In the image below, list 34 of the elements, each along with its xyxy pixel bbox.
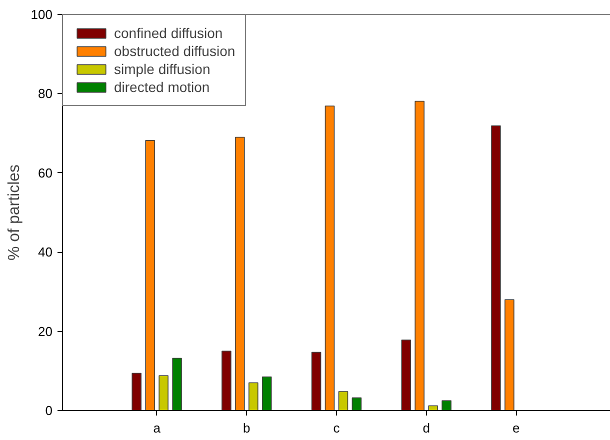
bar <box>442 400 452 410</box>
bar <box>324 106 335 410</box>
bar <box>145 140 155 410</box>
legend-label: directed motion <box>114 79 210 95</box>
bar <box>235 136 245 410</box>
bar <box>414 100 424 410</box>
bar <box>158 375 168 410</box>
y-tick-label: 20 <box>38 324 53 339</box>
bar <box>338 391 348 410</box>
bar <box>428 405 438 410</box>
x-tick-label: d <box>422 420 430 436</box>
bar <box>262 376 272 410</box>
bar <box>222 350 232 410</box>
y-tick-label: 60 <box>38 165 53 180</box>
bar <box>401 340 412 410</box>
x-tick-label: e <box>512 420 520 436</box>
bar <box>352 397 362 410</box>
legend-label: obstructed diffusion <box>114 43 236 59</box>
bar <box>132 372 142 410</box>
y-tick-label: 80 <box>38 86 53 102</box>
bar <box>172 358 182 410</box>
bar <box>504 299 514 410</box>
x-tick-label: b <box>243 420 250 436</box>
y-tick-label: 40 <box>38 244 53 260</box>
legend-label: confined diffusion <box>114 25 223 41</box>
bar <box>311 352 322 410</box>
bar <box>491 125 501 410</box>
y-tick-label: 100 <box>30 7 53 22</box>
x-tick-label: a <box>153 420 162 436</box>
bar <box>248 382 258 410</box>
x-tick-label: c <box>333 420 340 436</box>
y-tick-label: 0 <box>45 403 53 418</box>
y-axis-title: % of particles <box>6 164 23 261</box>
legend-label: simple diffusion <box>114 61 210 77</box>
